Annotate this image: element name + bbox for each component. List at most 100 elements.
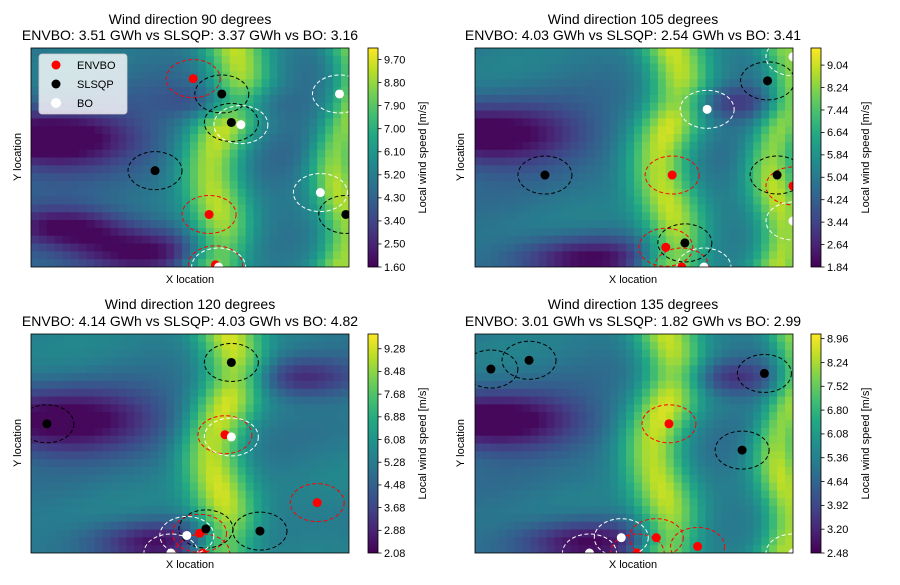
envbo-wake-circle	[165, 59, 221, 99]
x-axis-label: X location	[166, 274, 214, 286]
envbo-wake-circle	[187, 245, 243, 267]
colorbar-tick-label: 3.20	[827, 524, 848, 536]
slsqp-wake-circle	[31, 404, 75, 444]
envbo-wake-circle	[638, 227, 694, 267]
axes-frame	[474, 333, 794, 554]
colorbar-tick-label: 8.96	[827, 333, 848, 345]
colorbar-gradient	[367, 333, 379, 554]
heatmap-field	[475, 334, 793, 553]
colorbar-tick-label: 9.28	[384, 344, 405, 356]
slsqp-point	[217, 89, 227, 99]
bo-wake-circle	[765, 201, 793, 241]
colorbar-tick-label: 5.36	[827, 453, 848, 465]
x-axis-label: X location	[609, 274, 657, 286]
legend-label-bo: BO	[77, 98, 93, 110]
colorbar-label: Local wind speed [m/s]	[860, 102, 872, 214]
colorbar-tick-label: 2.64	[827, 239, 848, 251]
envbo-point	[651, 533, 661, 543]
slsqp-point	[226, 117, 236, 127]
colorbar-tick-label: 2.50	[384, 239, 405, 251]
bo-wake-circle	[213, 105, 269, 145]
slsqp-wake-circle	[517, 155, 573, 195]
envbo-wake-circle	[197, 415, 253, 455]
slsqp-wake-circle	[127, 151, 183, 191]
colorbar-tick-label: 9.70	[384, 54, 405, 66]
y-axis-label: Y location	[12, 133, 24, 181]
bo-point	[584, 548, 594, 553]
bo-point	[334, 89, 344, 99]
envbo-point	[661, 242, 671, 252]
bo-point	[226, 432, 236, 442]
slsqp-wake-circle	[232, 511, 288, 551]
turbine-markers	[127, 59, 349, 267]
colorbar-label: Local wind speed [m/s]	[860, 388, 872, 500]
colorbar-tick-label: 3.92	[827, 500, 848, 512]
colorbar-tick-label: 9.04	[827, 60, 848, 72]
turbine-markers	[517, 48, 793, 267]
colorbar-tick-label: 4.64	[827, 476, 848, 488]
envbo-wake-circle	[765, 166, 793, 206]
colorbar-tick-label: 2.48	[827, 548, 848, 560]
legend-box	[38, 53, 128, 115]
y-axis-label: Y location	[455, 133, 467, 181]
slsqp-point	[680, 238, 690, 248]
legend-marker-bo	[51, 98, 61, 108]
chart-subtitle: ENVBO: 3.01 GWh vs SLSQP: 1.82 GWh vs BO…	[465, 313, 801, 329]
colorbar-label: Local wind speed [m/s]	[417, 102, 429, 214]
chart-title: Wind direction 105 degrees	[548, 11, 718, 27]
colorbar: 9.04 8.24 7.44 6.64 5.84 5.04 4.24 3.44 2.64 1.84…	[810, 47, 872, 274]
slsqp-point	[341, 209, 349, 219]
legend: ENVBO SLSQP BO	[38, 53, 128, 115]
colorbar-tick-label: 6.08	[827, 429, 848, 441]
axes-frame	[474, 47, 794, 268]
heatmap-field	[475, 48, 793, 267]
colorbar-tick-label: 7.68	[384, 389, 405, 401]
slsqp-wake-circle	[736, 353, 792, 393]
axes-frame	[30, 47, 350, 268]
slsqp-point	[255, 526, 265, 536]
colorbar-gradient	[367, 47, 379, 268]
colorbar-tick-label: 6.80	[827, 405, 848, 417]
x-axis-label: X location	[166, 559, 214, 571]
envbo-point	[788, 181, 793, 191]
chart-subtitle: ENVBO: 3.51 GWh vs SLSQP: 3.37 GWh vs BO…	[22, 27, 358, 43]
slsqp-wake-circle	[740, 61, 793, 101]
colorbar-tick-label: 3.44	[827, 217, 848, 229]
legend-marker-slsqp	[51, 79, 61, 89]
colorbar: 8.96 8.24 7.52 6.80 6.08 5.36 4.64 3.92 3.20 2.48…	[810, 333, 872, 560]
turbine-markers	[31, 342, 345, 553]
colorbar-tick-label: 8.24	[827, 357, 848, 369]
envbo-wake-circle	[670, 526, 726, 553]
bo-wake-circle	[203, 417, 259, 457]
bo-point	[182, 530, 192, 540]
chart-title: Wind direction 135 degrees	[548, 296, 718, 312]
bo-point	[788, 548, 793, 553]
envbo-point	[677, 262, 687, 267]
slsqp-wake-circle	[194, 74, 250, 114]
colorbar-gradient	[810, 333, 822, 554]
colorbar-tick-label: 6.88	[384, 412, 405, 424]
envbo-point	[664, 419, 674, 429]
colorbar-tick-label: 5.28	[384, 457, 405, 469]
colorbar-tick-label: 3.40	[384, 216, 405, 228]
colorbar-tick-label: 4.48	[384, 480, 405, 492]
envbo-wake-circle	[628, 518, 684, 553]
heatmap-field	[31, 334, 349, 553]
slsqp-point	[201, 524, 211, 534]
colorbar-tick-label: 5.04	[827, 172, 848, 184]
envbo-point	[632, 548, 642, 553]
colorbar-tick-label: 8.80	[384, 77, 405, 89]
colorbar-tick-label: 4.24	[827, 195, 848, 207]
envbo-point	[693, 541, 703, 551]
chart-title: Wind direction 90 degrees	[109, 11, 272, 27]
bo-wake-circle	[679, 89, 735, 129]
chart-title: Wind direction 120 degrees	[105, 296, 275, 312]
slsqp-wake-circle	[475, 349, 519, 389]
colorbar-tick-label: 4.30	[384, 193, 405, 205]
bo-wake-circle	[593, 518, 649, 553]
y-axis-label: Y location	[12, 419, 24, 467]
colorbar-tick-label: 8.48	[384, 366, 405, 378]
